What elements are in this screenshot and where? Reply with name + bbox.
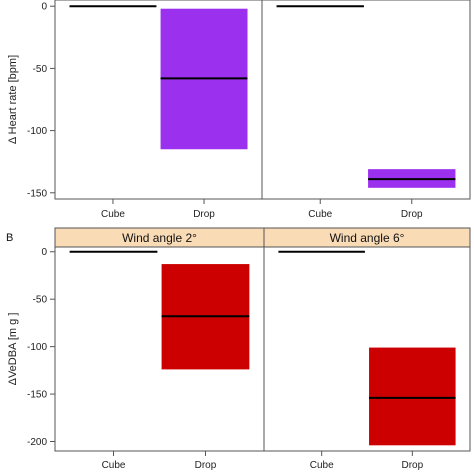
- y-tick-label: 0: [41, 2, 47, 13]
- x-tick-label: Drop: [401, 209, 423, 220]
- panel-letter: B: [6, 232, 13, 244]
- x-tick-label: Drop: [401, 460, 423, 471]
- bar-range: [369, 347, 456, 446]
- panel-b-vedba: B ΔVeDBA [m g ] Wind angle 2° Wind angle 6°…: [6, 227, 471, 471]
- panel-a-heart-rate: Δ Heart rate [bpm] 0 -50 -100 -150 Cube Drop Cu…: [7, 0, 471, 220]
- x-tick-label: Cube: [310, 460, 334, 471]
- x-tick-label: Cube: [101, 209, 125, 220]
- y-tick-label: -150: [27, 390, 47, 401]
- x-tick-label: Drop: [193, 209, 215, 220]
- x-tick-label: Drop: [195, 460, 217, 471]
- y-tick-label: 0: [41, 247, 47, 258]
- x-tick-label: Cube: [308, 209, 332, 220]
- y-axis-label: ΔVeDBA [m g ]: [7, 313, 19, 386]
- x-tick-label: Cube: [102, 460, 126, 471]
- y-tick-label: -50: [33, 295, 48, 306]
- y-tick-label: -200: [27, 437, 47, 448]
- plot-frame: [54, 246, 471, 452]
- facet-strip-label: Wind angle 2°: [122, 231, 197, 245]
- y-tick-label: -100: [27, 126, 47, 137]
- y-tick-label: -100: [27, 342, 47, 353]
- y-tick-label: -150: [27, 188, 47, 199]
- facet-strip-label: Wind angle 6°: [330, 231, 405, 245]
- y-tick-label: -50: [33, 64, 48, 75]
- y-axis-label: Δ Heart rate [bpm]: [7, 55, 19, 144]
